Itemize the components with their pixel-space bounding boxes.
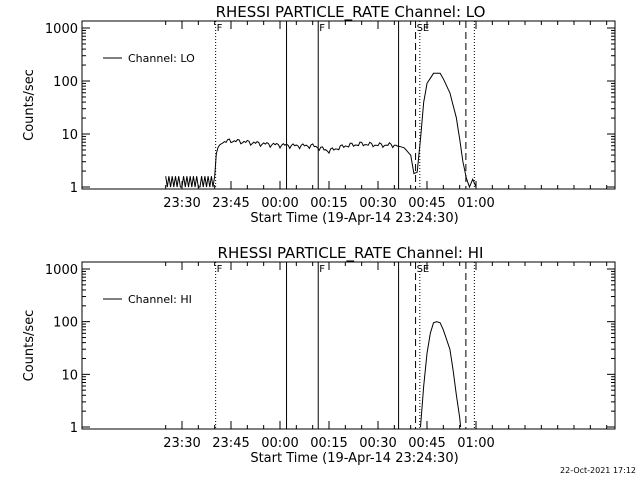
y-tick-label: 1000 (45, 22, 78, 37)
chart-title: RHESSI PARTICLE_RATE Channel: LO (216, 3, 486, 22)
y-tick-label: 1 (70, 181, 78, 196)
flag-label: SE (417, 23, 430, 34)
x-tick-label: 00:45 (408, 196, 445, 211)
chart-title: RHESSI PARTICLE_RATE Channel: HI (218, 244, 484, 263)
x-tick-label: 00:30 (359, 196, 396, 211)
flag-label: F (319, 23, 325, 34)
flag-label: SE (417, 264, 430, 275)
flag-label: F (217, 264, 223, 275)
x-tick-label: 00:30 (359, 436, 396, 451)
series-line (165, 72, 477, 189)
y-tick-label: 10 (61, 368, 78, 383)
legend-label: Channel: LO (128, 52, 195, 65)
timestamp: 22-Oct-2021 17:12 (560, 466, 636, 475)
plot-frame (81, 261, 616, 430)
x-tick-label: 00:15 (310, 196, 347, 211)
y-tick-label: 1000 (45, 263, 78, 278)
x-tick-label: 01:00 (457, 196, 494, 211)
y-axis-label: Counts/sec (22, 69, 37, 141)
x-tick-label: 00:45 (408, 436, 445, 451)
x-tick-label: 00:15 (310, 436, 347, 451)
y-tick-label: 100 (53, 75, 78, 90)
y-tick-label: 100 (53, 316, 78, 331)
x-tick-label: 23:45 (212, 196, 249, 211)
flag-label: F (319, 264, 325, 275)
x-tick-label: 00:00 (261, 436, 298, 451)
x-axis-label: Start Time (19-Apr-14 23:24:30) (250, 451, 458, 466)
y-tick-label: 1 (70, 421, 78, 436)
flag-label: F (217, 23, 223, 34)
x-tick-label: 23:45 (212, 436, 249, 451)
plot-frame (81, 20, 616, 190)
legend-label: Channel: HI (128, 293, 192, 306)
series-line (420, 321, 462, 428)
x-tick-label: 23:30 (163, 436, 200, 451)
y-axis-label: Counts/sec (22, 310, 37, 382)
x-axis-label: Start Time (19-Apr-14 23:24:30) (250, 211, 458, 226)
x-tick-label: 01:00 (457, 436, 494, 451)
x-tick-label: 00:00 (261, 196, 298, 211)
y-tick-label: 10 (61, 128, 78, 143)
x-tick-label: 23:30 (163, 196, 200, 211)
